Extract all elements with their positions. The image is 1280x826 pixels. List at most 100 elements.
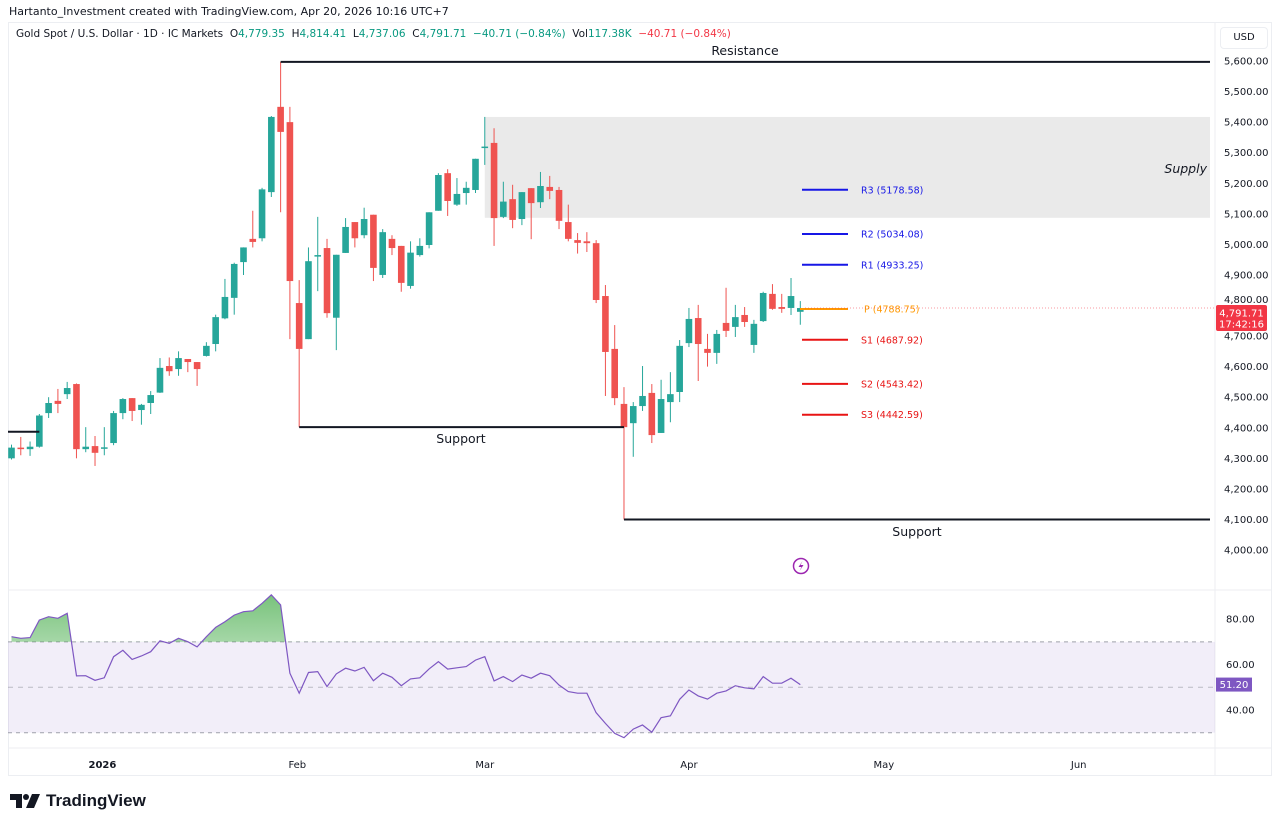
candle xyxy=(565,204,572,242)
candle xyxy=(17,436,25,456)
currency-button[interactable]: USD xyxy=(1220,27,1268,49)
candle-body xyxy=(184,358,192,363)
candle-body xyxy=(286,122,294,282)
candle-body xyxy=(240,247,247,263)
candle xyxy=(45,397,52,418)
candle-body xyxy=(17,447,25,450)
candle-body xyxy=(333,254,340,318)
candle xyxy=(425,212,433,249)
candle xyxy=(175,351,182,376)
candle xyxy=(128,398,136,422)
candle xyxy=(73,383,80,459)
candle-body xyxy=(193,362,201,370)
candle-body xyxy=(212,317,219,345)
candle-body xyxy=(453,193,461,205)
candle-body xyxy=(425,212,433,245)
candle-body xyxy=(574,240,581,243)
support-label-2: Support xyxy=(892,524,942,539)
tradingview-logo-icon xyxy=(10,794,40,808)
pivot-label: S3 (4442.59) xyxy=(861,410,923,421)
supply-label: Supply xyxy=(1164,161,1207,176)
volume-label: Vol xyxy=(572,28,588,40)
candle-body xyxy=(305,261,312,340)
candle-body xyxy=(435,174,442,211)
candle xyxy=(769,284,776,310)
candle-body xyxy=(138,404,145,411)
candle xyxy=(101,427,108,456)
price-tick-label: 4,500.00 xyxy=(1224,393,1269,404)
candle xyxy=(453,178,461,206)
candle xyxy=(379,229,386,278)
candle-body xyxy=(165,366,173,372)
candle xyxy=(732,304,739,337)
close-label: C xyxy=(412,28,420,40)
candle-body xyxy=(147,395,154,403)
candle xyxy=(147,391,154,415)
tradingview-logo-text: TradingView xyxy=(46,791,146,810)
candle-body xyxy=(128,398,136,411)
candle xyxy=(518,192,526,226)
candle-body xyxy=(546,186,554,191)
candle-body xyxy=(258,189,266,239)
candle-body xyxy=(110,413,117,444)
time-tick-label: Mar xyxy=(475,760,495,771)
candle-body xyxy=(360,219,368,236)
symbol-title[interactable]: Gold Spot / U.S. Dollar · 1D · IC Market… xyxy=(16,28,224,40)
candle-body xyxy=(230,263,238,298)
price-tick-label: 4,700.00 xyxy=(1224,332,1269,343)
candle xyxy=(750,319,758,353)
rsi-value-tag xyxy=(1216,677,1252,692)
candle-body xyxy=(91,446,99,453)
pivot-label: R2 (5034.08) xyxy=(861,229,923,240)
volume-value: 117.38K xyxy=(587,28,632,40)
candle-body xyxy=(629,406,637,424)
price-tick-label: 4,900.00 xyxy=(1224,270,1269,281)
candle-body xyxy=(388,238,396,249)
candle xyxy=(778,293,786,313)
lightning-event-icon[interactable] xyxy=(792,557,810,575)
candle xyxy=(629,402,637,457)
lightning-bolt xyxy=(798,561,804,571)
candle xyxy=(54,388,62,414)
close-value: 4,791.71 xyxy=(419,28,467,40)
price-tick-label: 4,400.00 xyxy=(1224,423,1269,434)
candle-body xyxy=(490,142,498,219)
candle xyxy=(305,247,312,340)
candle-body xyxy=(565,222,572,239)
time-tick-label: May xyxy=(873,760,894,771)
candle-body xyxy=(54,400,62,404)
candle-body xyxy=(342,226,349,253)
open-value: 4,779.35 xyxy=(238,28,285,40)
candle-body xyxy=(101,447,108,449)
candle xyxy=(592,240,600,304)
price-tick-label: 4,000.00 xyxy=(1224,546,1269,557)
candle-body xyxy=(722,322,730,331)
candle xyxy=(704,333,711,367)
resistance-label: Resistance xyxy=(711,43,779,58)
candle xyxy=(713,329,721,364)
candle xyxy=(787,277,795,315)
candle-body xyxy=(713,333,721,353)
candle xyxy=(648,384,656,444)
candle xyxy=(546,175,554,200)
rsi-tick-label: 60.00 xyxy=(1226,660,1255,671)
candle xyxy=(8,444,15,460)
candle-body xyxy=(602,296,609,352)
candle-body xyxy=(379,232,386,275)
candle xyxy=(91,436,99,466)
candle-body xyxy=(555,189,563,221)
candle xyxy=(685,307,693,348)
candle xyxy=(676,340,683,403)
candle-body xyxy=(481,146,489,149)
candle xyxy=(295,280,303,428)
candle-body xyxy=(8,447,15,459)
candle xyxy=(388,235,396,256)
candle xyxy=(277,61,284,213)
candle-body xyxy=(741,314,748,323)
candle xyxy=(620,387,628,520)
candle-body xyxy=(221,296,229,319)
candle xyxy=(370,214,377,282)
last-price-tag xyxy=(1216,305,1267,331)
candle-body xyxy=(203,345,210,356)
